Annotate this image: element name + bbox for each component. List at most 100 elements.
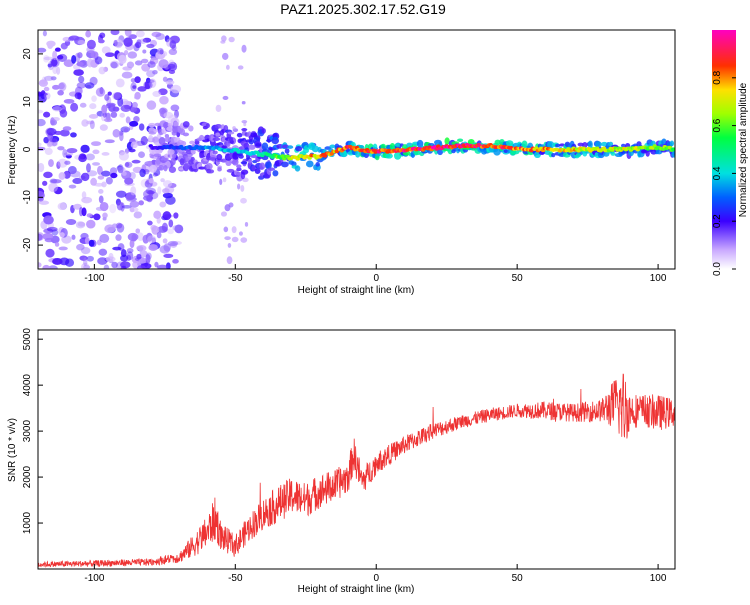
heatmap-noise-cell bbox=[159, 201, 167, 208]
heatmap-noise-cell bbox=[101, 152, 110, 156]
heatmap-ridge-cell bbox=[295, 157, 301, 161]
heatmap-noise-cell bbox=[99, 124, 108, 131]
heatmap-noise-cell bbox=[147, 61, 156, 68]
heatmap-cell bbox=[148, 122, 156, 128]
x-tick-label: 100 bbox=[650, 273, 667, 284]
y-tick-label: 20 bbox=[22, 48, 33, 60]
heatmap-noise-cell bbox=[163, 253, 174, 259]
heatmap-cell bbox=[226, 168, 235, 173]
heatmap-noise-cell bbox=[240, 185, 245, 192]
heatmap-noise-cell bbox=[124, 177, 134, 185]
colorbar: 0.0 0.2 0.4 0.6 0.8 Normalized spectral ampl… bbox=[712, 30, 749, 276]
heatmap-noise-cell bbox=[151, 31, 162, 38]
heatmap-noise-cell bbox=[228, 36, 235, 43]
heatmap-marks bbox=[38, 30, 675, 269]
heatmap-noise-cell bbox=[43, 215, 54, 225]
heatmap-noise-cell bbox=[100, 112, 106, 122]
heatmap-noise-cell bbox=[134, 60, 143, 66]
heatmap-noise-cell bbox=[42, 30, 47, 37]
heatmap-noise-cell bbox=[223, 226, 229, 233]
heatmap-noise-cell bbox=[240, 237, 248, 243]
heatmap-noise-cell bbox=[46, 128, 57, 136]
heatmap-noise-cell bbox=[78, 207, 84, 217]
heatmap-noise-cell bbox=[129, 207, 135, 213]
heatmap-noise-cell bbox=[170, 104, 180, 112]
heatmap-noise-cell bbox=[105, 256, 116, 262]
heatmap-cell bbox=[212, 150, 218, 155]
heatmap-noise-cell bbox=[62, 126, 72, 131]
heatmap-noise-cell bbox=[118, 151, 129, 161]
heatmap-noise-cell bbox=[52, 50, 58, 60]
heatmap-noise-cell bbox=[241, 120, 248, 124]
heatmap-noise-cell bbox=[174, 109, 179, 119]
heatmap-noise-cell bbox=[101, 46, 111, 54]
heatmap-cell bbox=[238, 154, 244, 159]
heatmap-noise-cell bbox=[98, 195, 104, 204]
spectrogram-y-ticks: -20 -10 0 10 20 bbox=[22, 48, 43, 252]
heatmap-cell bbox=[355, 150, 361, 158]
heatmap-noise-cell bbox=[136, 244, 147, 252]
heatmap-cell bbox=[372, 143, 378, 150]
heatmap-noise-cell bbox=[157, 264, 168, 269]
heatmap-noise-cell bbox=[106, 102, 116, 107]
heatmap-noise-cell bbox=[112, 92, 121, 100]
heatmap-noise-cell bbox=[80, 144, 90, 153]
heatmap-cell bbox=[149, 164, 157, 173]
heatmap-cell bbox=[610, 151, 616, 156]
heatmap-noise-cell bbox=[54, 47, 61, 52]
heatmap-noise-cell bbox=[158, 59, 169, 69]
heatmap-noise-cell bbox=[38, 233, 43, 241]
heatmap-cell bbox=[575, 153, 582, 158]
heatmap-noise-cell bbox=[110, 111, 118, 118]
heatmap-noise-cell bbox=[121, 204, 132, 209]
heatmap-noise-cell bbox=[131, 159, 141, 164]
heatmap-noise-cell bbox=[101, 170, 111, 177]
heatmap-noise-cell bbox=[126, 251, 134, 261]
heatmap-cell bbox=[158, 164, 165, 171]
heatmap-noise-cell bbox=[109, 167, 118, 175]
snr-series-line bbox=[38, 373, 675, 568]
heatmap-noise-cell bbox=[129, 120, 139, 127]
colorbar-ticks: 0.0 0.2 0.4 0.6 0.8 bbox=[712, 70, 736, 276]
heatmap-noise-cell bbox=[139, 38, 147, 45]
heatmap-cell bbox=[225, 159, 232, 167]
heatmap-noise-cell bbox=[64, 160, 71, 165]
heatmap-ridge-cell bbox=[672, 147, 675, 152]
y-tick-label: 3000 bbox=[22, 420, 33, 443]
heatmap-noise-cell bbox=[105, 52, 115, 58]
heatmap-noise-cell bbox=[63, 59, 74, 67]
heatmap-noise-cell bbox=[63, 98, 75, 104]
heatmap-noise-cell bbox=[134, 91, 141, 100]
heatmap-cell bbox=[217, 167, 222, 172]
heatmap-noise-cell bbox=[146, 79, 155, 84]
heatmap-noise-cell bbox=[129, 172, 136, 180]
heatmap-noise-cell bbox=[59, 129, 70, 137]
heatmap-cell bbox=[266, 161, 272, 170]
heatmap-noise-cell bbox=[86, 219, 96, 229]
heatmap-noise-cell bbox=[134, 76, 141, 84]
heatmap-noise-cell bbox=[69, 170, 81, 178]
heatmap-noise-cell bbox=[224, 236, 231, 241]
heatmap-noise-cell bbox=[51, 138, 58, 147]
heatmap-noise-cell bbox=[159, 95, 169, 105]
spectrogram-x-ticks: -100 -50 0 50 100 bbox=[84, 264, 667, 284]
heatmap-cell bbox=[188, 125, 194, 132]
heatmap-noise-cell bbox=[145, 254, 151, 264]
heatmap-cell bbox=[189, 140, 196, 145]
heatmap-noise-cell bbox=[97, 257, 108, 265]
colorbar-tick-label: 0.6 bbox=[712, 118, 723, 132]
heatmap-noise-cell bbox=[79, 255, 88, 261]
heatmap-cell bbox=[414, 150, 421, 156]
heatmap-noise-cell bbox=[115, 190, 127, 198]
heatmap-noise-cell bbox=[52, 84, 60, 90]
heatmap-cell bbox=[168, 166, 177, 173]
heatmap-noise-cell bbox=[44, 75, 54, 81]
heatmap-noise-cell bbox=[58, 82, 65, 90]
heatmap-noise-cell bbox=[129, 200, 140, 208]
heatmap-noise-cell bbox=[75, 221, 86, 229]
heatmap-noise-cell bbox=[174, 224, 184, 234]
heatmap-noise-cell bbox=[83, 257, 88, 267]
heatmap-noise-cell bbox=[48, 182, 58, 193]
heatmap-noise-cell bbox=[130, 186, 137, 196]
